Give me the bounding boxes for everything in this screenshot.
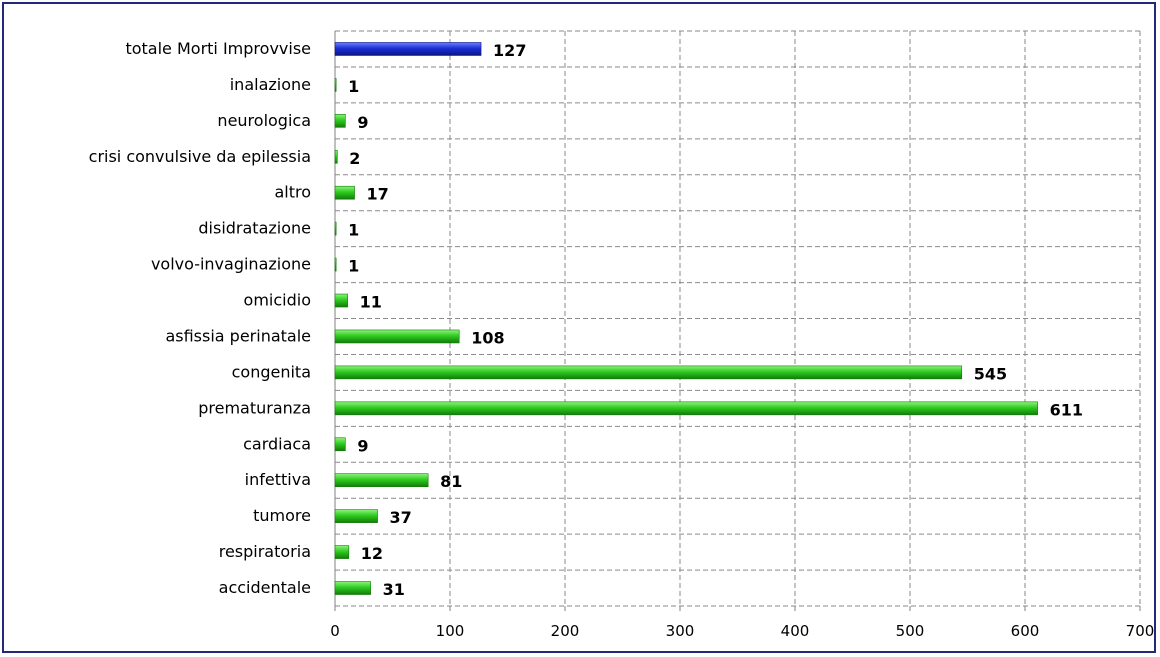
bar <box>334 221 337 236</box>
bar <box>334 149 338 164</box>
bar <box>334 293 348 308</box>
bar <box>334 185 355 200</box>
category-label: altro <box>274 183 311 202</box>
x-tick-label: 0 <box>330 622 340 640</box>
category-label: infettiva <box>245 470 311 489</box>
x-tick-label: 300 <box>666 622 695 640</box>
x-tick-label: 500 <box>896 622 925 640</box>
category-label: asfissia perinatale <box>165 326 311 345</box>
data-label: 11 <box>360 293 382 312</box>
category-label: inalazione <box>230 75 311 94</box>
bar-chart: 0 100 200 300 400 500 600 700 totale Morti Impro… <box>89 30 1155 640</box>
bar <box>334 257 337 272</box>
category-label: respiratoria <box>219 542 311 561</box>
data-label: 9 <box>357 113 368 132</box>
data-label: 17 <box>367 185 389 204</box>
category-label: prematuranza <box>198 398 311 417</box>
data-label: 611 <box>1050 400 1083 419</box>
x-tick-label: 700 <box>1126 622 1155 640</box>
data-label: 9 <box>357 436 368 455</box>
category-label: cardiaca <box>243 434 311 453</box>
category-label: tumore <box>253 506 311 525</box>
category-label: disidratazione <box>198 219 311 238</box>
x-tick-label: 600 <box>1011 622 1040 640</box>
x-tick-label: 400 <box>781 622 810 640</box>
data-label: 545 <box>974 364 1007 383</box>
bar <box>334 581 371 595</box>
category-label: accidentale <box>219 578 311 597</box>
category-label: omicidio <box>244 291 311 310</box>
data-label: 1 <box>348 77 359 96</box>
bar <box>334 401 1038 416</box>
x-tick-label: 100 <box>436 622 465 640</box>
bar <box>334 329 460 344</box>
category-label: congenita <box>232 362 311 381</box>
data-label: 1 <box>348 221 359 240</box>
category-label: totale Morti Improvvise <box>125 39 311 58</box>
bar <box>334 114 346 128</box>
bar <box>334 437 346 452</box>
data-label: 127 <box>493 41 526 60</box>
x-tick-label: 200 <box>551 622 580 640</box>
data-label: 37 <box>390 508 412 527</box>
bar <box>334 78 337 92</box>
bar <box>334 473 429 488</box>
bar <box>334 545 350 559</box>
data-label: 12 <box>361 544 383 563</box>
data-label: 2 <box>349 149 360 168</box>
category-label: crisi convulsive da epilessia <box>89 147 311 166</box>
data-label: 31 <box>383 580 405 599</box>
data-label: 81 <box>440 472 462 491</box>
category-label: volvo-invaginazione <box>151 255 311 274</box>
bar <box>334 509 378 523</box>
data-label: 108 <box>471 328 504 347</box>
bar <box>334 365 963 380</box>
data-label: 1 <box>348 257 359 276</box>
category-label: neurologica <box>217 111 311 130</box>
bar <box>334 42 482 56</box>
